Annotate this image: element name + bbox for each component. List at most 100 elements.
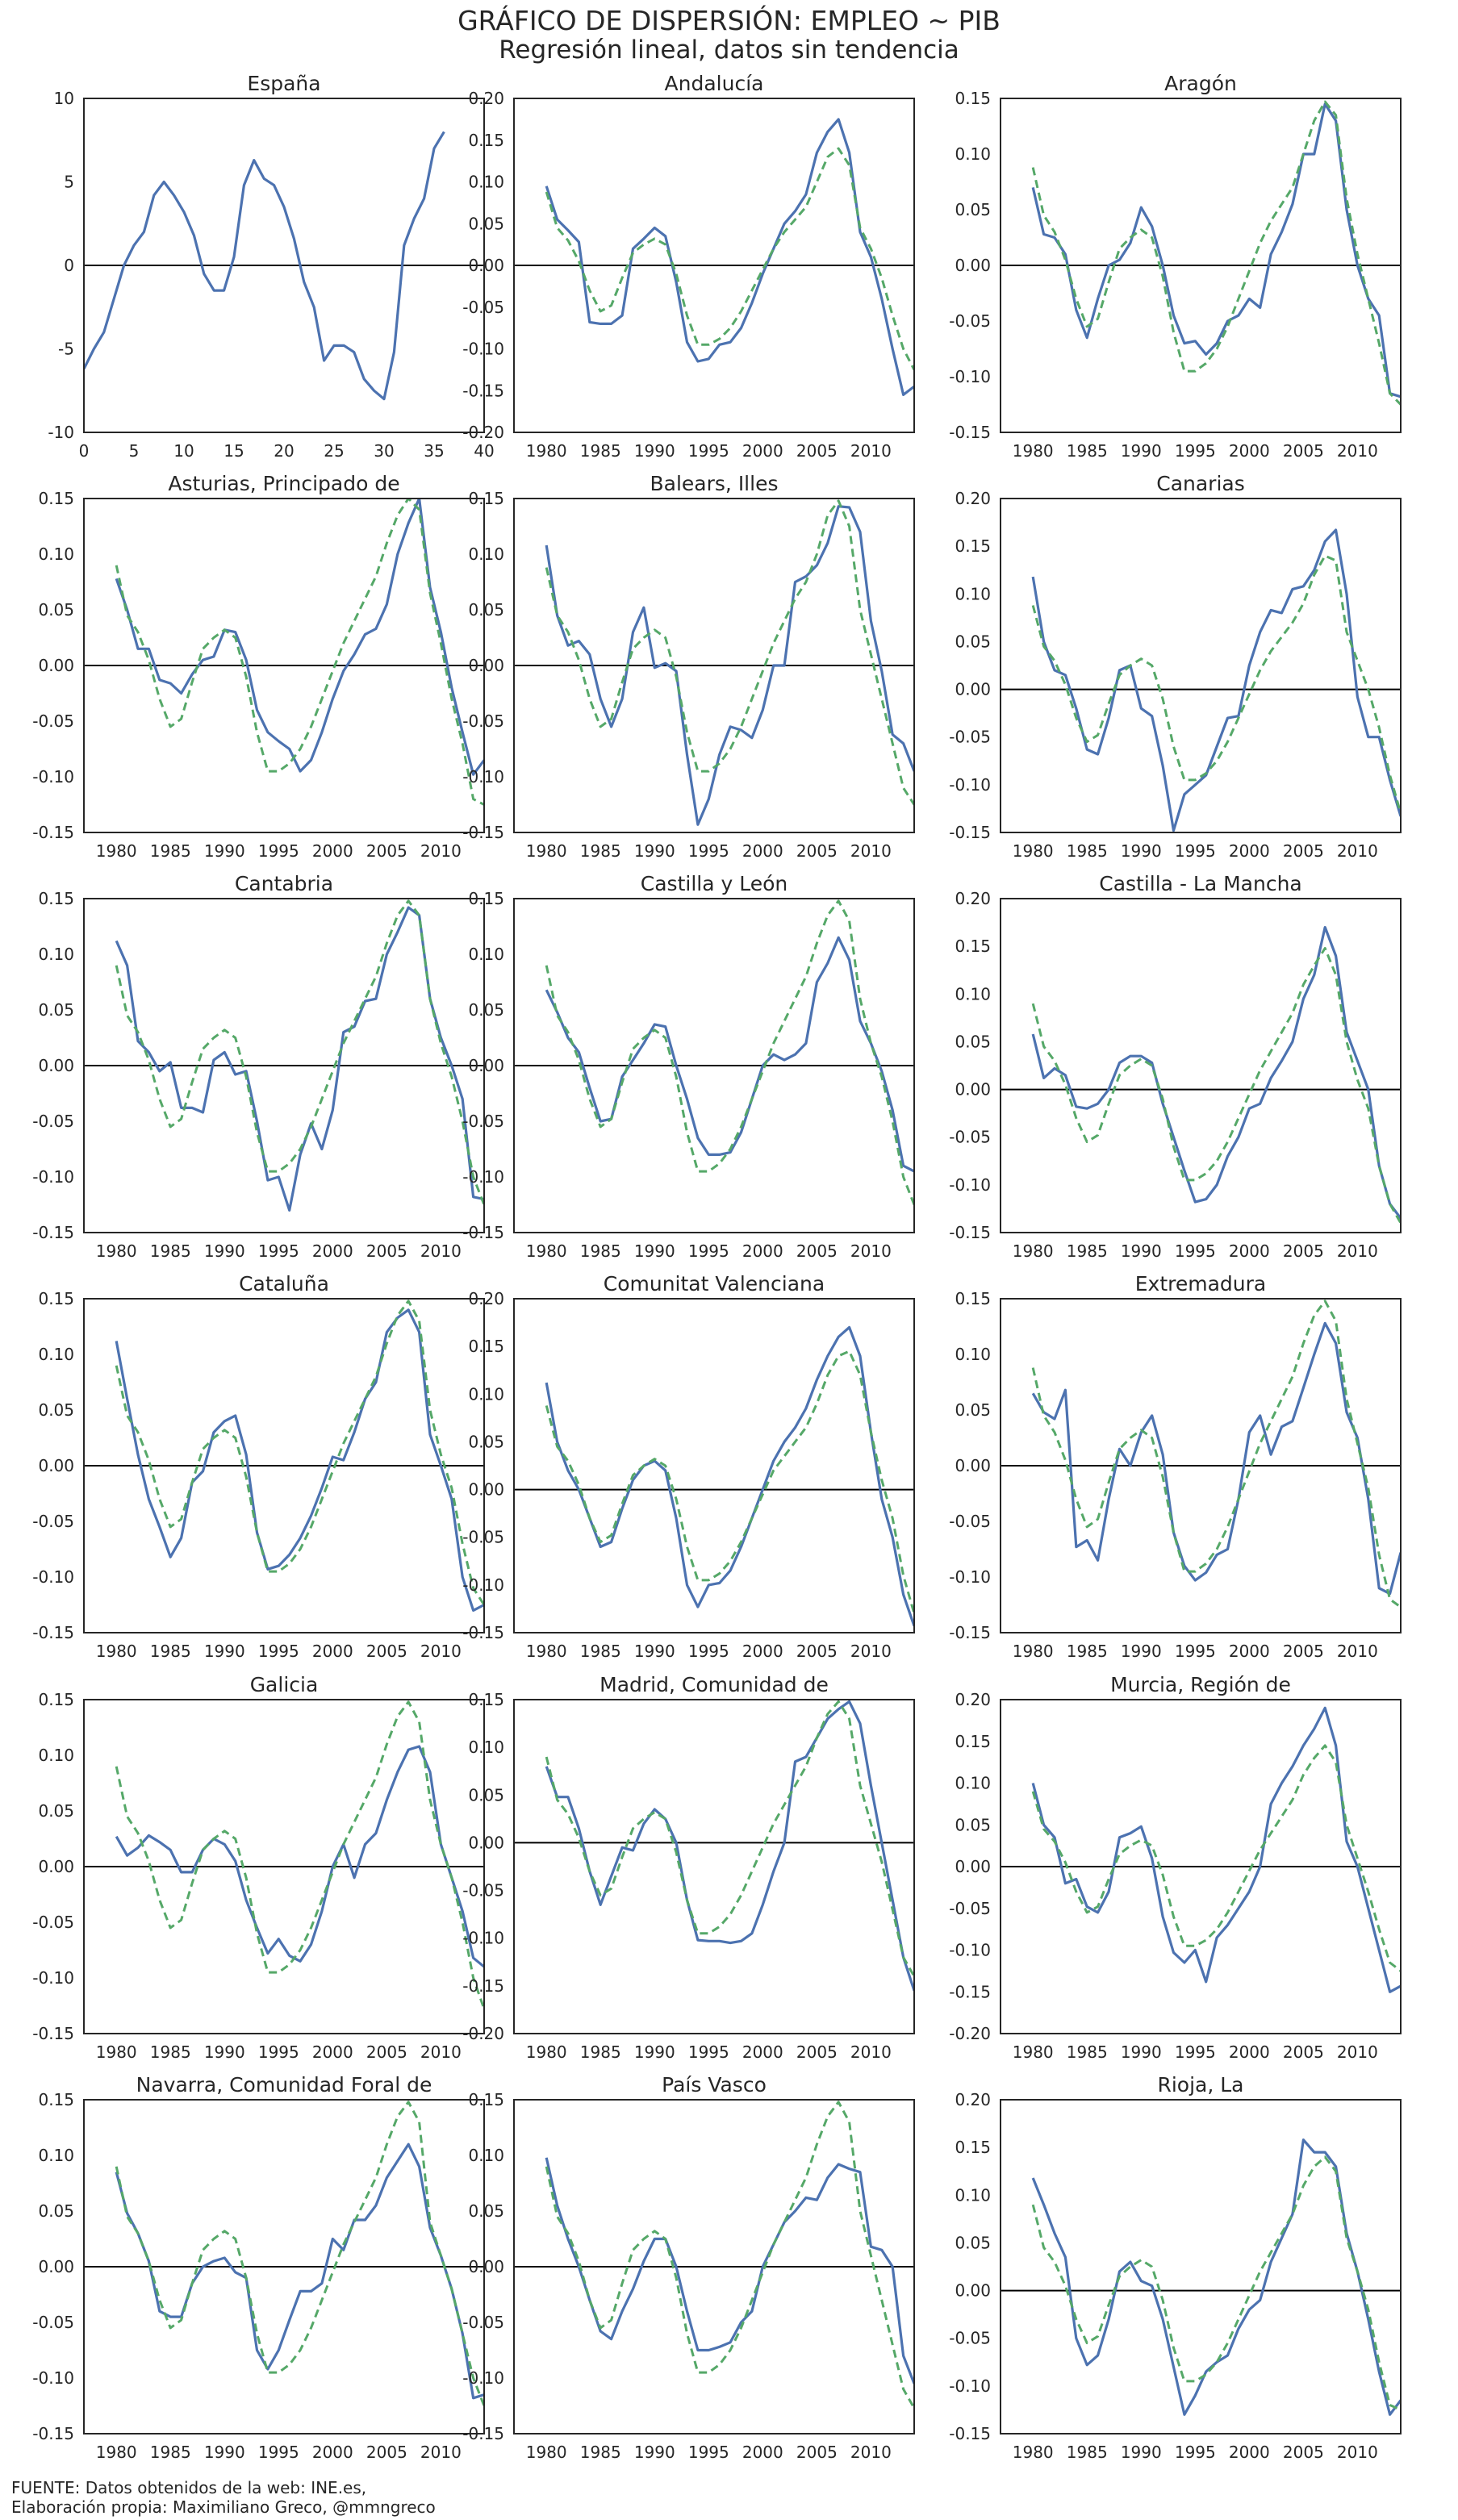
x-tick-label: 1995: [258, 2042, 299, 2062]
x-tick-label: 0: [79, 441, 90, 461]
x-tick-label: 2010: [850, 2443, 892, 2462]
x-tick-label: 2010: [1337, 1642, 1378, 1661]
x-tick-label: 2005: [1283, 1241, 1324, 1261]
panel-title: Comunitat Valenciana: [604, 1272, 825, 1295]
x-tick-label: 2000: [742, 841, 783, 861]
panel-frame: [83, 2099, 485, 2434]
y-tick-label: 0.15: [468, 1690, 504, 1709]
y-tick-label: -0.10: [32, 767, 74, 786]
y-tick-label: 0.10: [38, 1345, 74, 1364]
y-tick-label: -0.15: [949, 1982, 991, 2001]
source-line-2: Elaboración propia: Maximiliano Greco, @…: [11, 2497, 436, 2517]
x-tick-label: 2005: [366, 1642, 407, 1661]
x-tick-label: 1995: [258, 1642, 299, 1661]
x-tick-label: 1985: [580, 2443, 621, 2462]
x-tick-label: 2005: [366, 2443, 407, 2462]
fitted-line: [115, 499, 484, 806]
y-tick-label: 0.10: [955, 584, 991, 603]
y-tick-label: 0.05: [955, 200, 991, 219]
x-tick-label: 1980: [1013, 441, 1054, 461]
fitted-line: [1031, 1744, 1401, 1972]
y-tick-label: -0.15: [949, 1623, 991, 1642]
fitted-line: [1031, 947, 1401, 1224]
y-tick-label: -0.15: [462, 1223, 504, 1242]
panel-frame: [513, 898, 915, 1233]
x-tick-label: 1990: [634, 1241, 675, 1261]
y-tick-label: -0.10: [32, 1567, 74, 1587]
x-tick-label: 2005: [366, 1241, 407, 1261]
x-tick-label: 2010: [1337, 2443, 1378, 2462]
x-tick-label: 1990: [634, 841, 675, 861]
y-tick-label: -0.10: [32, 1968, 74, 1988]
y-tick-label: 0.05: [468, 1785, 504, 1804]
x-tick-label: 1985: [1067, 1642, 1108, 1661]
y-tick-label: 0.15: [468, 1337, 504, 1356]
x-tick-label: 1980: [96, 1642, 137, 1661]
y-tick-label: -0.15: [32, 823, 74, 842]
x-tick-label: 1980: [96, 1241, 137, 1261]
x-tick-label: 1985: [1067, 841, 1108, 861]
panel-frame: [513, 498, 915, 833]
panel-canarias: Canarias -0.15 -0.10 -0.05 0.00 0.05 0.10 0.15 0…: [949, 472, 1402, 861]
y-tick-label: 0.15: [468, 2090, 504, 2109]
x-tick-label: 2010: [850, 1241, 892, 1261]
y-tick-label: 0.20: [955, 489, 991, 508]
x-tick-label: 1990: [1121, 1642, 1162, 1661]
y-tick-label: -0.05: [949, 1899, 991, 1918]
x-tick-label: 35: [424, 441, 444, 461]
panel-pais-vasco: País Vasco -0.15 -0.10 -0.05 0.00 0.05 0.10 0.1…: [462, 2073, 915, 2462]
y-tick-label: -0.05: [462, 711, 504, 731]
actual-line: [115, 906, 484, 1212]
y-tick-label: 0.10: [955, 2185, 991, 2205]
y-tick-label: -0.10: [32, 2368, 74, 2388]
x-tick-label: 2005: [796, 1241, 838, 1261]
panel-frame: [513, 98, 915, 433]
x-tick-label: 1980: [526, 441, 567, 461]
y-tick-label: -0.05: [32, 1112, 74, 1131]
fitted-line: [1031, 554, 1401, 814]
x-tick-label: 1985: [150, 1241, 191, 1261]
x-tick-label: 1990: [634, 2042, 675, 2062]
x-tick-label: 1985: [580, 1642, 621, 1661]
y-tick-label: -0.10: [949, 775, 991, 795]
panel-title: Navarra, Comunidad Foral de: [136, 2073, 432, 2097]
x-tick-label: 1995: [688, 2443, 729, 2462]
panel-cataluna: Cataluña -0.15 -0.10 -0.05 0.00 0.05 0.10 0.15 1…: [32, 1272, 485, 1661]
x-tick-label: 1985: [1067, 2443, 1108, 2462]
y-tick-label: -0.15: [462, 2424, 504, 2443]
y-tick-label: -0.15: [32, 1623, 74, 1642]
y-tick-label: 0.00: [38, 1456, 74, 1475]
x-tick-label: 2000: [742, 2042, 783, 2062]
actual-line: [1031, 528, 1401, 832]
actual-line: [84, 131, 445, 401]
actual-line: [115, 1308, 484, 1613]
y-tick-label: -0.05: [32, 1913, 74, 1932]
panel-extremadura: Extremadura -0.15 -0.10 -0.05 0.00 0.05 0.10 0.…: [949, 1272, 1402, 1661]
x-tick-label: 5: [129, 441, 140, 461]
y-tick-label: 0.05: [468, 2201, 504, 2221]
y-tick-label: 0.20: [468, 89, 504, 108]
y-tick-label: 0.10: [468, 2146, 504, 2165]
y-tick-label: -0.10: [949, 367, 991, 386]
x-tick-label: 2005: [796, 1642, 838, 1661]
y-tick-label: -0.10: [949, 2376, 991, 2396]
x-tick-label: 1995: [688, 1241, 729, 1261]
x-tick-label: 2000: [742, 1642, 783, 1661]
actual-line: [1031, 925, 1401, 1220]
fitted-line: [115, 899, 484, 1206]
x-tick-label: 2010: [420, 841, 462, 861]
y-tick-label: 0.05: [955, 2233, 991, 2252]
y-tick-label: 0.00: [955, 256, 991, 275]
y-tick-label: 0.10: [38, 1746, 74, 1765]
x-tick-label: 1980: [96, 841, 137, 861]
y-tick-label: -0.05: [949, 1512, 991, 1531]
x-tick-label: 1995: [688, 841, 729, 861]
x-tick-label: 1980: [1013, 2042, 1054, 2062]
x-tick-label: 2005: [796, 841, 838, 861]
y-tick-label: 0.15: [38, 2090, 74, 2109]
x-tick-label: 1980: [96, 2042, 137, 2062]
x-tick-label: 2000: [312, 2042, 353, 2062]
y-tick-label: 0.00: [955, 2281, 991, 2301]
y-tick-label: -5: [58, 340, 74, 359]
x-tick-label: 2005: [366, 2042, 407, 2062]
